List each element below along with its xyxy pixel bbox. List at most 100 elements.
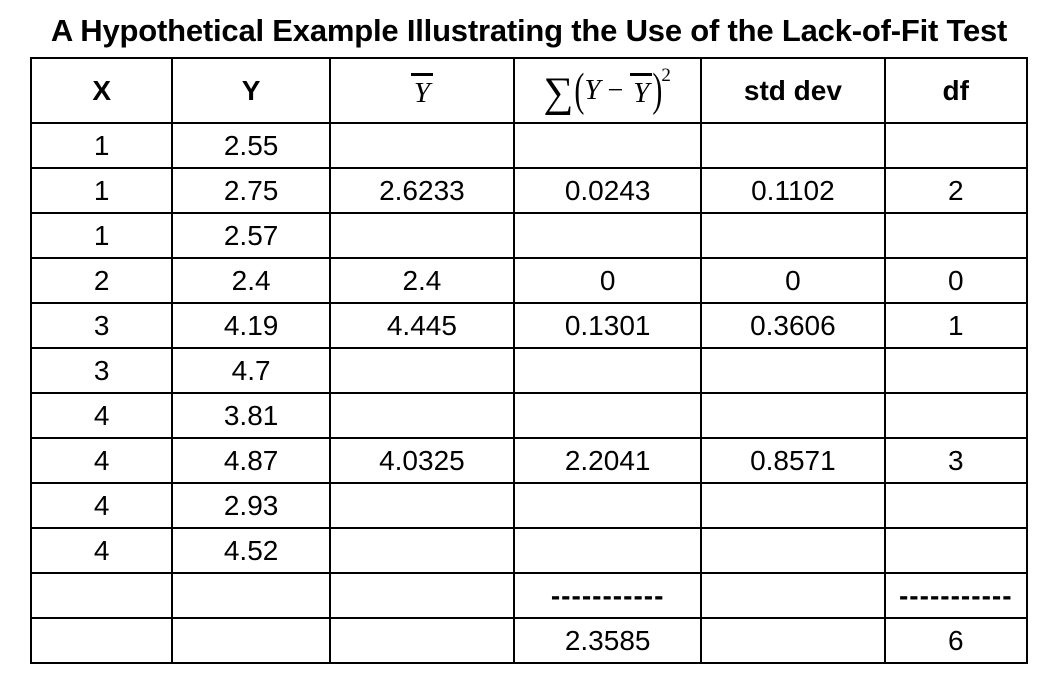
table-row: 2 2.4 2.4 0 0 0 <box>29 257 1029 304</box>
cell-ybar: 4.445 <box>328 302 516 349</box>
page-title: A Hypothetical Example Illustrating the … <box>50 13 1008 48</box>
cell-ybar <box>328 122 516 169</box>
column-header-stddev: std dev <box>700 57 886 124</box>
y-symbol: Y <box>584 74 601 106</box>
cell-x: 4 <box>29 527 174 574</box>
content-wrapper: A Hypothetical Example Illustrating the … <box>29 0 1029 664</box>
cell-df <box>883 122 1029 169</box>
cell-ybar <box>328 212 516 259</box>
cell-ybar: 4.0325 <box>328 437 516 484</box>
table-row: 4 4.87 4.0325 2.2041 0.8571 3 <box>29 437 1029 484</box>
table-row: 1 2.57 <box>29 212 1029 259</box>
column-header-ybar: Y <box>328 57 516 124</box>
cell-sum-sq <box>513 392 703 439</box>
cell-y: 2.57 <box>171 212 331 259</box>
table-row: 3 4.7 <box>29 347 1029 394</box>
column-header-df: df <box>883 57 1029 124</box>
cell-stddev: 0.3606 <box>700 302 886 349</box>
lack-of-fit-table: X Y Y ∑ ( Y − Y ) 2 std <box>29 57 1029 664</box>
cell-y <box>171 572 331 619</box>
cell-df: 0 <box>883 257 1029 304</box>
cell-df <box>883 392 1029 439</box>
cell-ybar <box>328 482 516 529</box>
cell-stddev <box>700 392 886 439</box>
cell-df <box>883 482 1029 529</box>
cell-stddev <box>700 572 886 619</box>
right-paren: ) <box>652 64 663 116</box>
cell-df <box>883 212 1029 259</box>
cell-df <box>883 527 1029 574</box>
cell-df: 6 <box>883 617 1029 664</box>
cell-y: 2.93 <box>171 482 331 529</box>
cell-sum-sq: ----------- <box>513 572 703 619</box>
cell-y: 2.55 <box>171 122 331 169</box>
table-row: 4 2.93 <box>29 482 1029 529</box>
cell-df: 1 <box>883 302 1029 349</box>
cell-stddev: 0.1102 <box>700 167 886 214</box>
minus-sign: − <box>607 74 624 106</box>
cell-sum-sq <box>513 527 703 574</box>
cell-ybar <box>328 572 516 619</box>
cell-sum-sq <box>513 482 703 529</box>
cell-x: 4 <box>29 482 174 529</box>
cell-df: 2 <box>883 167 1029 214</box>
cell-df <box>883 347 1029 394</box>
cell-sum-sq: 0.1301 <box>513 302 703 349</box>
cell-sum-sq: 0.0243 <box>513 167 703 214</box>
header-row: X Y Y ∑ ( Y − Y ) 2 std <box>29 57 1029 124</box>
column-header-sum-of-squares: ∑ ( Y − Y ) 2 <box>513 57 703 124</box>
cell-x <box>29 617 174 664</box>
table-header: X Y Y ∑ ( Y − Y ) 2 std <box>29 57 1029 124</box>
cell-stddev <box>700 617 886 664</box>
cell-y: 4.19 <box>171 302 331 349</box>
cell-stddev <box>700 347 886 394</box>
cell-df: ----------- <box>883 572 1029 619</box>
cell-ybar <box>328 527 516 574</box>
ybar-symbol: Y <box>410 72 433 108</box>
cell-sum-sq: 0 <box>513 257 703 304</box>
table-row: 2.3585 6 <box>29 617 1029 664</box>
cell-x: 1 <box>29 167 174 214</box>
cell-y <box>171 617 331 664</box>
cell-ybar: 2.4 <box>328 257 516 304</box>
cell-ybar <box>328 392 516 439</box>
cell-ybar: 2.6233 <box>328 167 516 214</box>
cell-x: 4 <box>29 437 174 484</box>
cell-stddev <box>700 527 886 574</box>
cell-x: 4 <box>29 392 174 439</box>
cell-ybar <box>328 617 516 664</box>
cell-x: 3 <box>29 347 174 394</box>
cell-y: 4.87 <box>171 437 331 484</box>
cell-stddev <box>700 212 886 259</box>
exponent: 2 <box>661 65 671 86</box>
ybar-symbol: Y <box>630 73 653 108</box>
table-row: 4 3.81 <box>29 392 1029 439</box>
cell-sum-sq: 2.3585 <box>513 617 703 664</box>
cell-df: 3 <box>883 437 1029 484</box>
cell-stddev <box>700 482 886 529</box>
column-header-x: X <box>29 57 174 124</box>
table-row: 4 4.52 <box>29 527 1029 574</box>
cell-y: 3.81 <box>171 392 331 439</box>
column-header-y: Y <box>171 57 331 124</box>
cell-x: 2 <box>29 257 174 304</box>
table-row: 3 4.19 4.445 0.1301 0.3606 1 <box>29 302 1029 349</box>
sigma-icon: ∑ <box>543 69 574 116</box>
sum-squares-formula: ∑ ( Y − Y ) 2 <box>543 64 672 116</box>
table-row: ----------- ----------- <box>29 572 1029 619</box>
table-body: 1 2.55 1 2.75 2.6233 0.0243 0.1102 2 1 2… <box>29 122 1029 664</box>
cell-y: 4.7 <box>171 347 331 394</box>
cell-sum-sq: 2.2041 <box>513 437 703 484</box>
cell-x: 1 <box>29 212 174 259</box>
table-row: 1 2.55 <box>29 122 1029 169</box>
cell-stddev: 0.8571 <box>700 437 886 484</box>
cell-stddev <box>700 122 886 169</box>
cell-x: 3 <box>29 302 174 349</box>
cell-x <box>29 572 174 619</box>
cell-stddev: 0 <box>700 257 886 304</box>
cell-x: 1 <box>29 122 174 169</box>
cell-y: 2.4 <box>171 257 331 304</box>
left-paren: ( <box>574 64 585 116</box>
cell-sum-sq <box>513 122 703 169</box>
